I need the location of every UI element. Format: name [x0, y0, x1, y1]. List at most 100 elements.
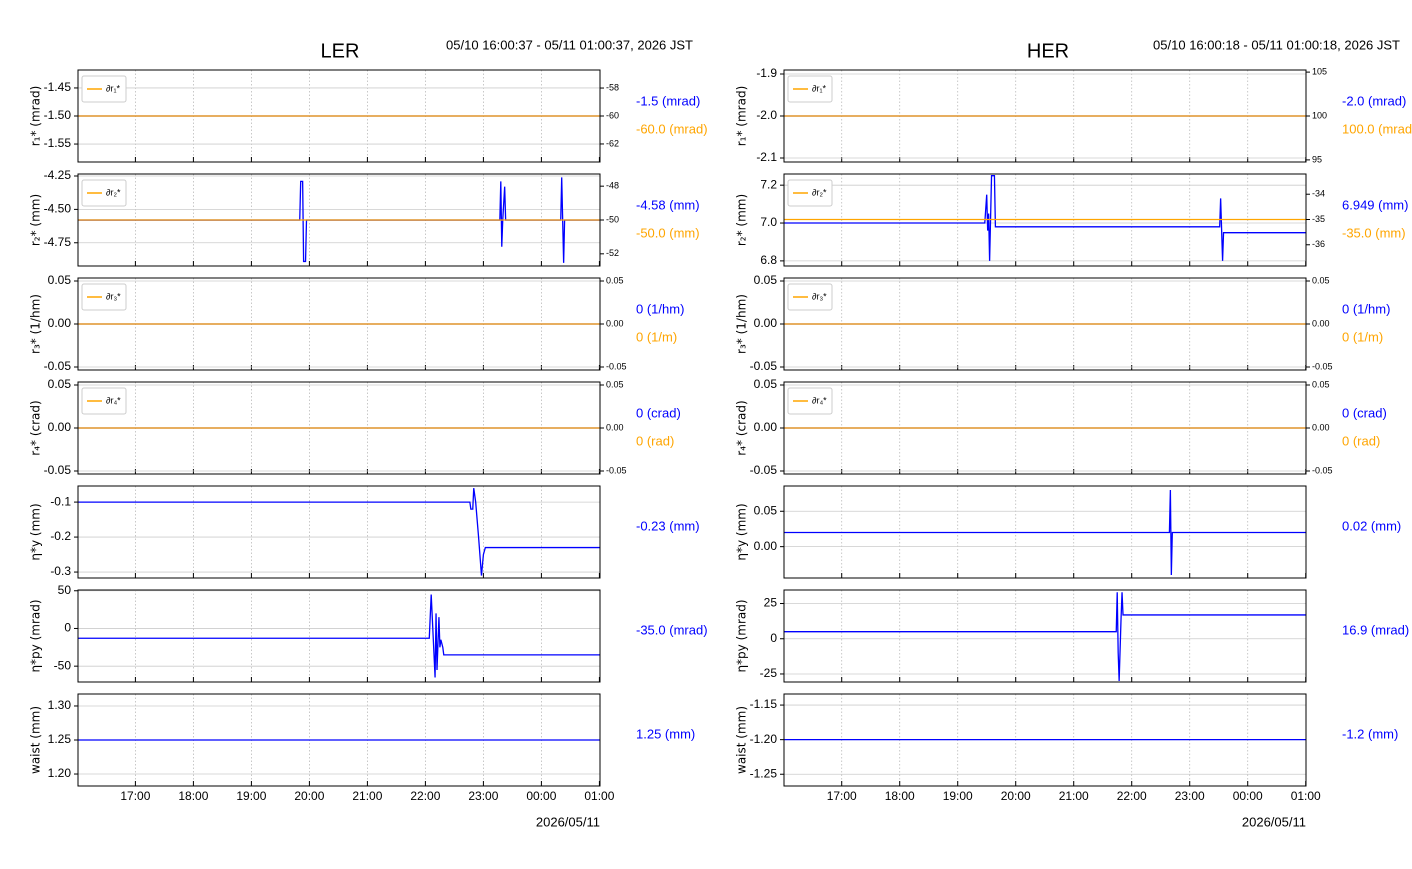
y2-tick-label: 0.00: [606, 318, 624, 328]
x-tick-label: 01:00: [584, 789, 614, 803]
readout: -35.0 (mm): [1342, 225, 1406, 240]
readout: -4.58 (mm): [636, 197, 700, 212]
legend-label: ∂r₄*: [106, 395, 121, 405]
y-axis-label: r₄* (crad): [29, 400, 43, 455]
y2-tick-label: 0.05: [1312, 275, 1330, 285]
readout: 0 (crad): [1342, 405, 1387, 420]
y-tick-label: 0.05: [754, 273, 778, 287]
y2-tick-label: -35: [1312, 214, 1325, 224]
plot-frame: [783, 381, 1307, 475]
series-line: [784, 592, 1306, 682]
readout: -50.0 (mm): [636, 225, 700, 240]
series-line: [78, 594, 600, 678]
y-tick-label: -0.05: [750, 463, 778, 477]
y-tick-label: 0.00: [754, 316, 778, 330]
y-tick-label: -0.05: [44, 359, 72, 373]
x-tick-label: 18:00: [885, 789, 915, 803]
readout: -35.0 (mrad): [636, 622, 708, 637]
x-tick-label: 19:00: [943, 789, 973, 803]
y-tick-label: 0.00: [48, 316, 72, 330]
y2-tick-label: 95: [1312, 154, 1322, 164]
y-axis-label: waist (mm): [735, 706, 749, 774]
y-tick-label: 0.05: [754, 503, 778, 517]
x-tick-label: 22:00: [410, 789, 440, 803]
y-tick-label: -1.9: [756, 66, 777, 80]
x-tick-label: 00:00: [1233, 789, 1263, 803]
y-axis-label: r₂* (mm): [29, 194, 43, 246]
readout: 0 (rad): [1342, 433, 1380, 448]
plot-frame: [77, 693, 601, 787]
chart-title: LER: [321, 40, 360, 62]
y2-tick-label: -0.05: [1312, 361, 1333, 371]
legend-box: [81, 283, 127, 311]
series-line: [784, 490, 1306, 575]
readout: -1.5 (mrad): [636, 93, 700, 108]
y-tick-label: -4.50: [44, 202, 72, 216]
chart-subtitle: 05/10 16:00:37 - 05/11 01:00:37, 2026 JS…: [446, 37, 693, 52]
y-tick-label: -25: [760, 666, 778, 680]
y-tick-label: 6.8: [760, 253, 777, 267]
y2-tick-label: -58: [606, 82, 619, 92]
x-tick-label: 21:00: [1059, 789, 1089, 803]
plot-frame: [77, 69, 601, 163]
readout: 1.25 (mm): [636, 726, 695, 741]
legend-label: ∂r₃*: [106, 291, 121, 301]
legend-box: [81, 75, 127, 103]
readout: 100.0 (mrad): [1342, 121, 1412, 136]
y2-tick-label: 0.00: [606, 422, 624, 432]
plot-frame: [77, 485, 601, 579]
x-tick-label: 21:00: [352, 789, 382, 803]
y-axis-label: η*y (mm): [735, 503, 749, 560]
legend-label: ∂r₄*: [812, 395, 827, 405]
y2-tick-label: 0.00: [1312, 318, 1330, 328]
y2-tick-label: 0.05: [1312, 379, 1330, 389]
x-tick-label: 19:00: [236, 789, 266, 803]
x-axis-label: 2026/05/11: [1242, 814, 1306, 829]
y2-tick-label: 0.00: [1312, 422, 1330, 432]
x-tick-label: 23:00: [468, 789, 498, 803]
y-tick-label: 1.20: [48, 766, 72, 780]
legend-label: ∂r₁*: [812, 83, 826, 93]
y-tick-label: -0.1: [50, 494, 71, 508]
y2-tick-label: -0.05: [1312, 465, 1333, 475]
series-line: [78, 488, 600, 576]
x-tick-label: 17:00: [120, 789, 150, 803]
y-tick-label: -50: [54, 658, 72, 672]
x-tick-label: 00:00: [526, 789, 556, 803]
legend-label: ∂r₃*: [812, 291, 827, 301]
y-tick-label: 7.0: [760, 215, 777, 229]
y-tick-label: -2.0: [756, 108, 777, 122]
y-tick-label: -0.2: [50, 529, 71, 543]
chart-subtitle: 05/10 16:00:18 - 05/11 01:00:18, 2026 JS…: [1153, 37, 1400, 52]
y-axis-label: η*py (mrad): [29, 599, 43, 672]
y2-tick-label: 100: [1312, 110, 1327, 120]
y2-tick-label: -52: [606, 248, 619, 258]
chart-title: HER: [1027, 40, 1069, 62]
series-line: [78, 177, 600, 263]
plot-frame: [783, 485, 1307, 579]
x-tick-label: 18:00: [178, 789, 208, 803]
readout: 0 (crad): [636, 405, 681, 420]
y-tick-label: 0.00: [754, 420, 778, 434]
y-tick-label: -4.75: [44, 235, 72, 249]
y2-tick-label: -50: [606, 214, 619, 224]
y2-tick-label: -60: [606, 110, 619, 120]
plot-frame: [77, 277, 601, 371]
y-tick-label: -1.45: [44, 80, 72, 94]
y-tick-label: 0.05: [754, 377, 778, 391]
legend-box: [787, 387, 833, 415]
y-tick-label: -1.20: [750, 732, 778, 746]
readout: 0 (rad): [636, 433, 674, 448]
plot-frame: [783, 589, 1307, 683]
y-axis-label: r₃* (1/hm): [735, 294, 749, 354]
readout: 0 (1/m): [636, 329, 677, 344]
readout: 0 (1/m): [1342, 329, 1383, 344]
y-tick-label: -1.25: [750, 766, 778, 780]
y-tick-label: 0: [770, 631, 777, 645]
series-line: [784, 175, 1306, 261]
readout: -60.0 (mrad): [636, 121, 708, 136]
x-tick-label: 20:00: [1001, 789, 1031, 803]
y-tick-label: -2.1: [756, 150, 777, 164]
